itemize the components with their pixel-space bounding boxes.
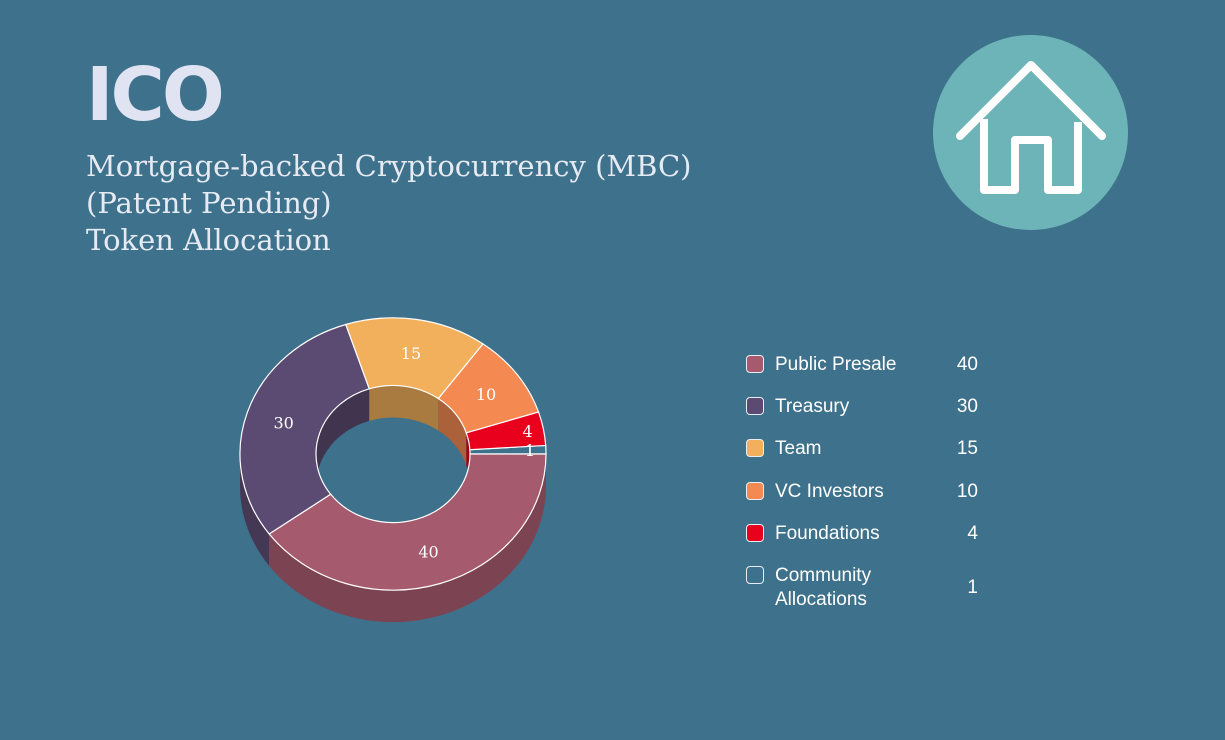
legend-swatch	[746, 566, 764, 584]
slice-treasury	[239, 323, 370, 535]
legend-swatch	[746, 355, 764, 373]
slice-wall-1	[240, 454, 270, 567]
subtitle-line-2: (Patent Pending)	[86, 186, 332, 220]
legend-label: Community Allocations	[775, 565, 872, 610]
data-label: 10	[476, 385, 496, 404]
data-label: 40	[418, 542, 438, 561]
allocation-donut-chart: 14 10 15 30 40	[239, 317, 547, 623]
slice-inner-wall-3	[438, 398, 467, 465]
slice-vc-investors	[437, 343, 540, 434]
slice-inner-wall-1	[316, 388, 370, 486]
home-badge[interactable]	[933, 35, 1128, 230]
data-label: 30	[273, 413, 293, 432]
data-label: 1	[525, 441, 535, 460]
legend-value: 15	[956, 438, 978, 459]
page-subtitle: Mortgage-backed Cryptocurrency (MBC) (Pa…	[86, 148, 691, 259]
legend-swatch	[746, 482, 764, 500]
slice-foundations	[465, 411, 547, 451]
legend-label: VC Investors	[775, 481, 884, 502]
legend-value: 1	[967, 577, 978, 598]
legend-value: 40	[956, 354, 978, 375]
legend-label: Treasury	[775, 396, 850, 417]
legend-swatch	[746, 524, 764, 542]
legend-value: 30	[956, 396, 978, 417]
legend-value: 10	[956, 481, 978, 502]
data-label: 4	[522, 422, 532, 441]
data-label: 15	[401, 344, 421, 363]
slice-inner-wall-2	[369, 385, 439, 431]
home-icon	[956, 61, 1106, 194]
subtitle-line-1: Mortgage-backed Cryptocurrency (MBC)	[86, 149, 692, 183]
legend-swatch	[746, 397, 764, 415]
subtitle-line-3: Token Allocation	[86, 223, 331, 257]
slice-public-presale	[268, 453, 547, 591]
legend-label: Foundations	[775, 523, 880, 544]
slice-team	[344, 317, 484, 400]
ico-logo: ICO	[86, 52, 225, 138]
slice-wall-0	[269, 454, 546, 623]
legend-label: Team	[775, 438, 822, 459]
legend-value: 4	[967, 523, 978, 544]
legend-swatch	[746, 439, 764, 457]
legend-label: Public Presale	[775, 354, 897, 375]
